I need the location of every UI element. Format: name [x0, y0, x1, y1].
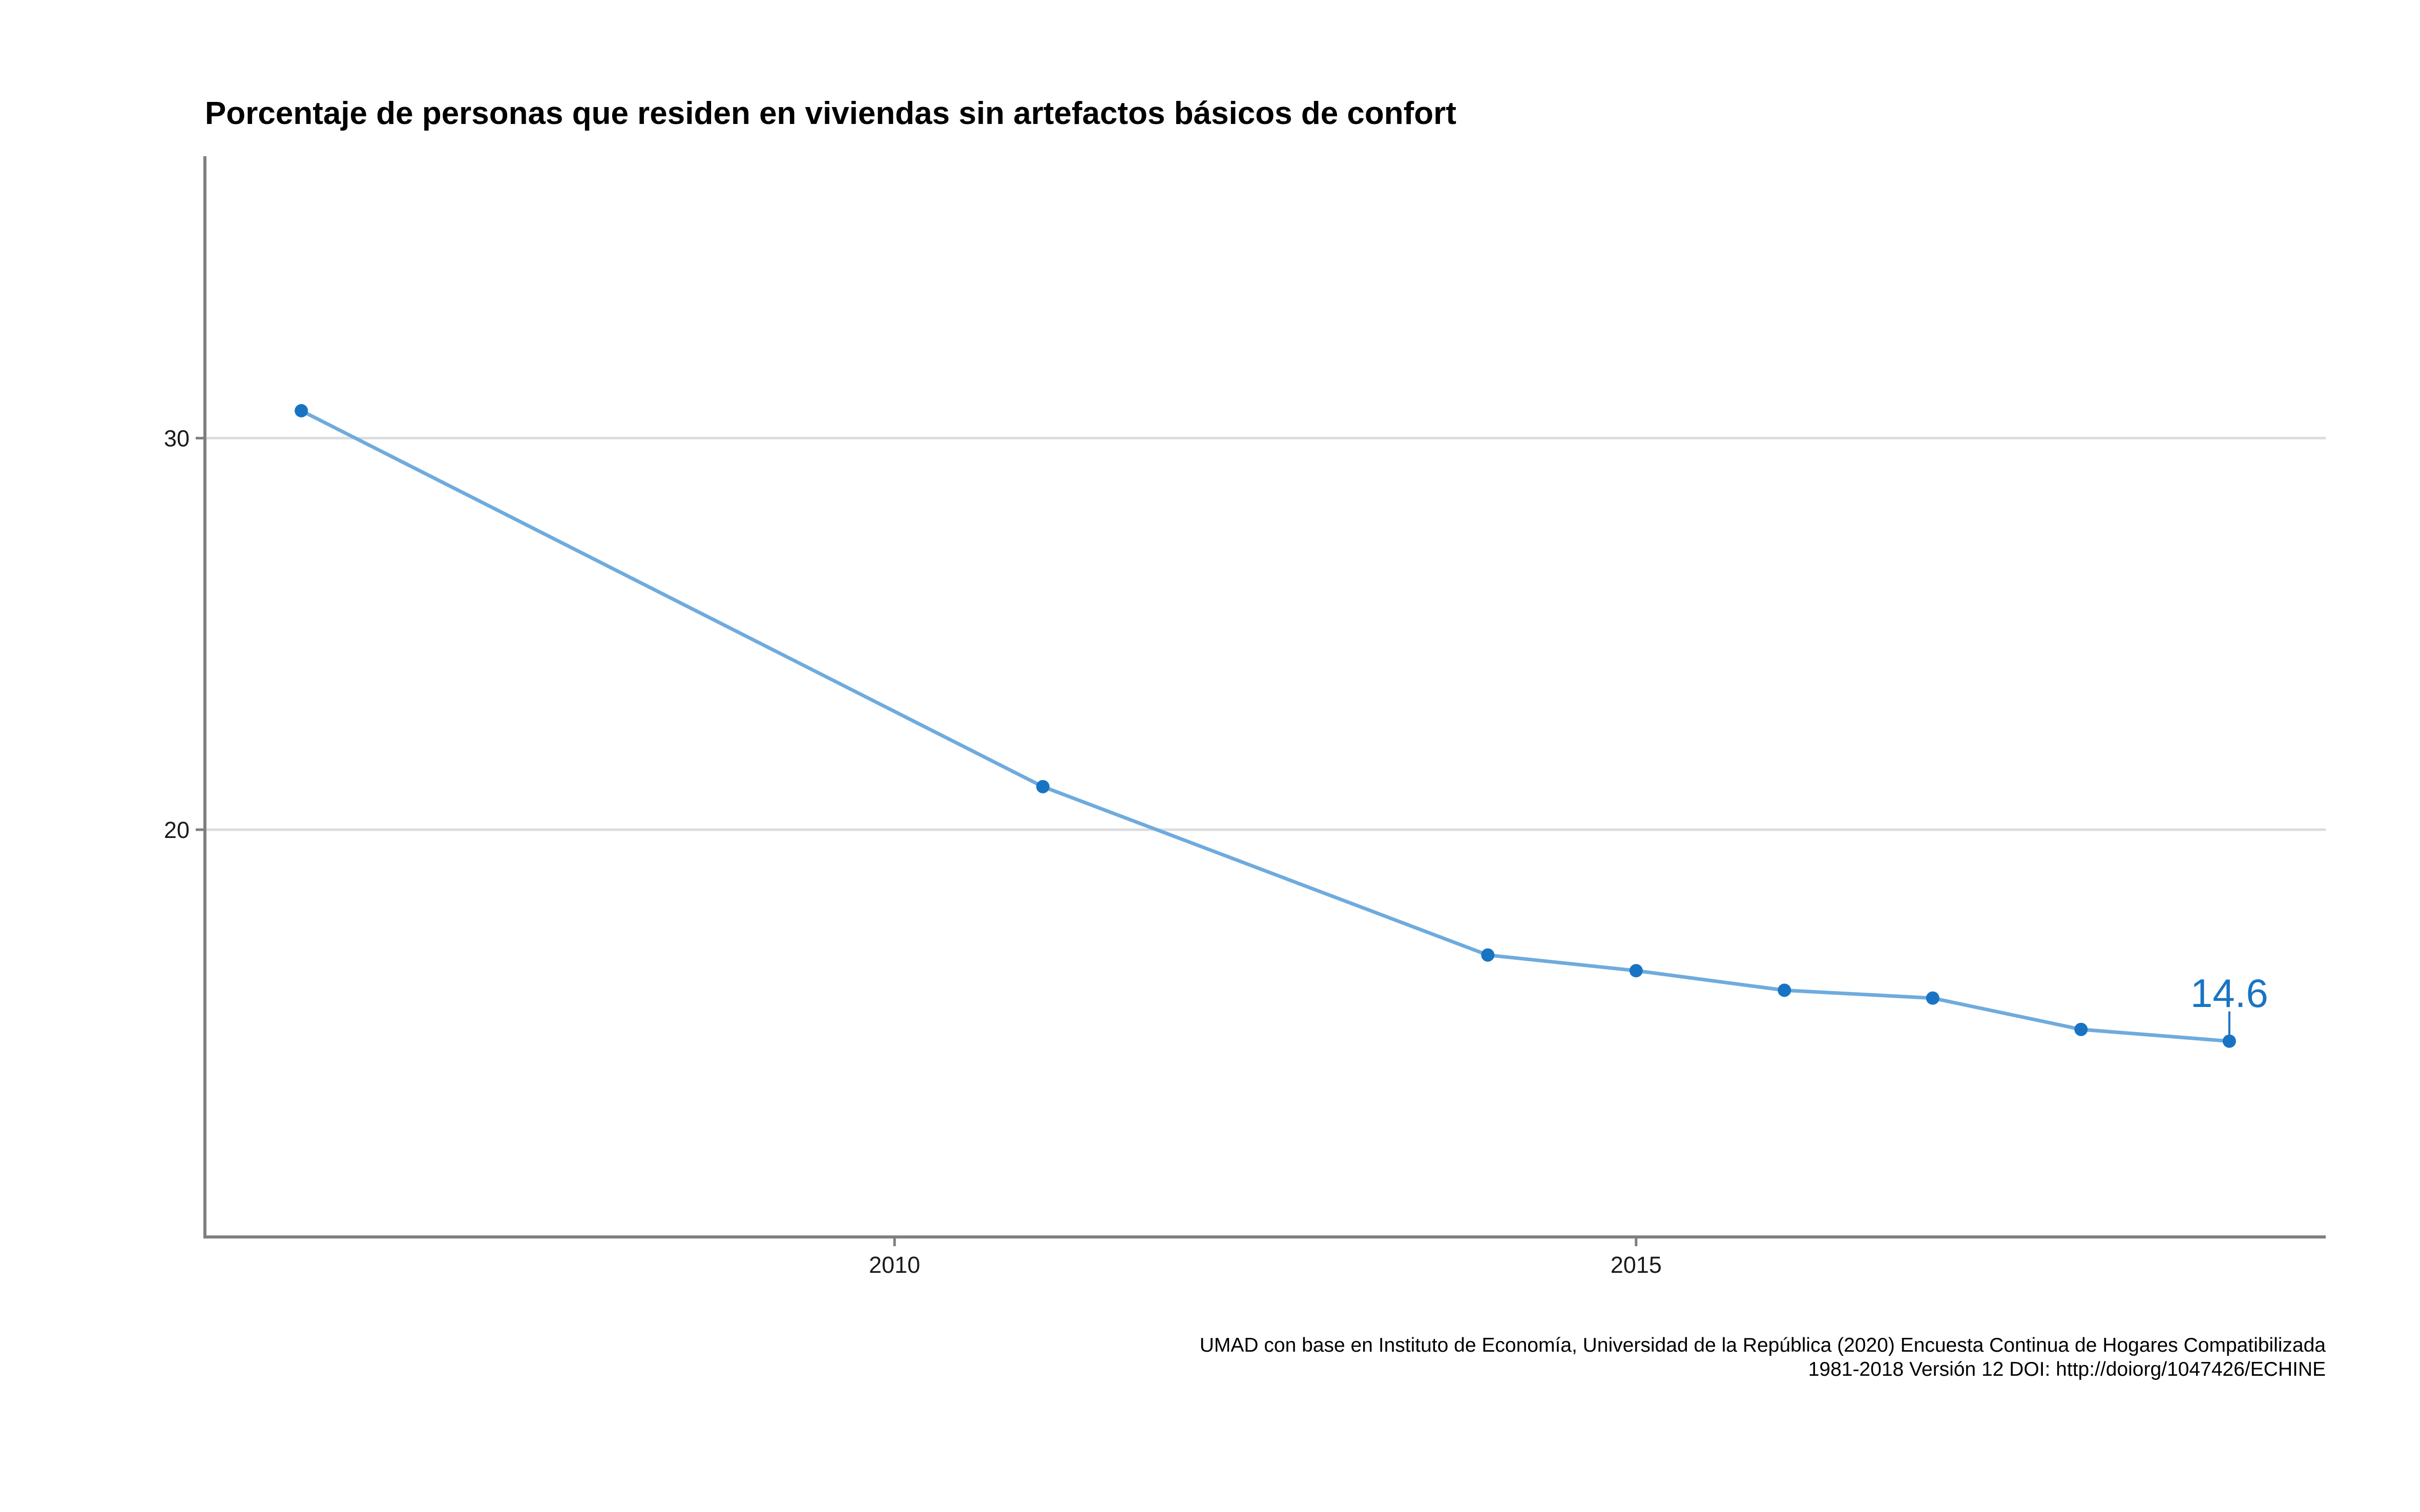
data-point-2015 — [1629, 964, 1643, 978]
tick-labels: 20 30 2010 2015 — [164, 425, 1662, 1278]
caption-line-2: 1981-2018 Versión 12 DOI: http://doiorg/… — [1808, 1358, 2326, 1380]
data-point-2006 — [295, 404, 308, 417]
data-point-2019 — [2222, 1034, 2236, 1048]
data-point-2014 — [1481, 948, 1495, 962]
gridlines — [205, 436, 2326, 831]
data-point-2017 — [1926, 991, 1939, 1005]
series-line — [300, 409, 2230, 1043]
chart-title: Porcentaje de personas que residen en vi… — [205, 96, 1456, 131]
y-tick-label-30: 30 — [164, 425, 190, 451]
x-tick-label-2010: 2010 — [869, 1252, 920, 1278]
axes — [203, 156, 2326, 1238]
data-point-2016 — [1778, 983, 1791, 997]
y-tick-label-20: 20 — [164, 817, 190, 843]
data-label-last: 14.6 — [2190, 971, 2268, 1016]
data-point-2018 — [2074, 1022, 2088, 1036]
data-point-2011 — [1036, 780, 1050, 793]
caption-line-1: UMAD con base en Instituto de Economía, … — [1200, 1334, 2326, 1356]
data-series: 14.6 — [295, 404, 2268, 1048]
x-tick-label-2015: 2015 — [1611, 1252, 1662, 1278]
